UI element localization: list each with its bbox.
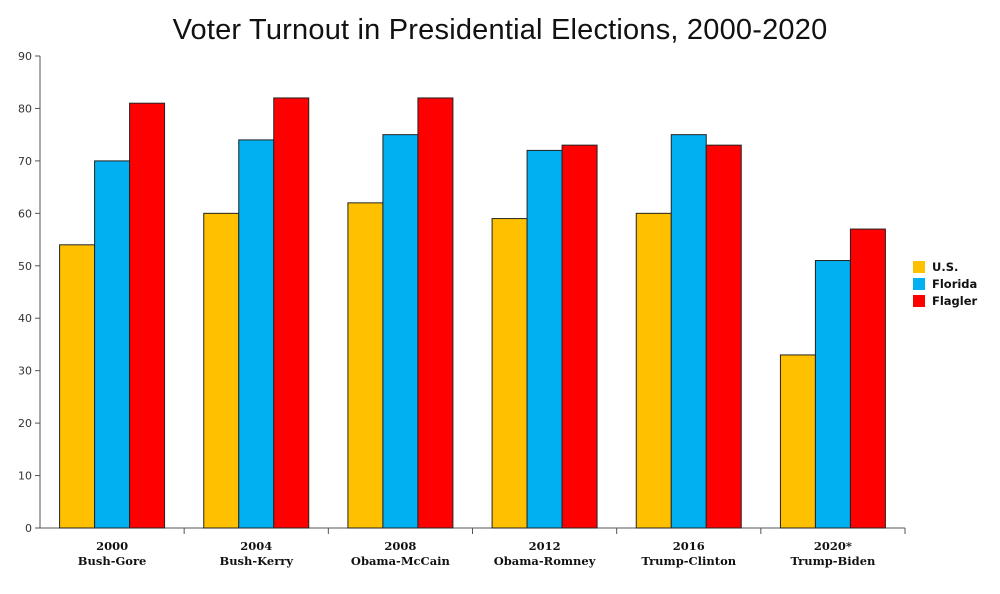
x-category-label: 2020* <box>814 539 852 553</box>
bars <box>59 97 886 529</box>
y-tick-label: 40 <box>18 312 32 325</box>
bar <box>635 212 672 529</box>
legend-swatch <box>913 278 925 290</box>
legend-swatch <box>913 295 925 307</box>
legend-label: U.S. <box>932 260 958 274</box>
bar <box>129 102 166 529</box>
bar <box>561 144 598 529</box>
legend-swatch <box>913 261 925 273</box>
y-tick-label: 0 <box>25 522 32 535</box>
y-tick-label: 50 <box>18 260 32 273</box>
y-tick-label: 70 <box>18 155 32 168</box>
bar <box>417 97 454 529</box>
y-tick-label: 60 <box>18 207 32 220</box>
bar <box>94 160 131 529</box>
bar <box>273 97 310 529</box>
y-tick-label: 80 <box>18 102 32 115</box>
x-category-label: Obama-Romney <box>494 554 596 568</box>
x-category-label: 2012 <box>529 539 561 553</box>
bar <box>203 212 240 529</box>
legend-label: Florida <box>932 277 977 291</box>
x-category-label: 2008 <box>384 539 416 553</box>
y-tick-label: 20 <box>18 417 32 430</box>
chart-title: Voter Turnout in Presidential Elections,… <box>172 14 828 46</box>
x-category-label: Bush-Gore <box>78 554 147 568</box>
bar <box>814 260 851 529</box>
bar <box>59 244 96 529</box>
axes <box>35 55 906 534</box>
x-category-label: Bush-Kerry <box>219 554 293 568</box>
y-tick-label: 30 <box>18 365 32 378</box>
bar <box>526 149 563 529</box>
x-category-label: 2016 <box>673 539 705 553</box>
bar <box>849 228 886 529</box>
legend: U.S. Florida Flagler <box>913 260 978 308</box>
x-category-label: Trump-Clinton <box>641 554 736 568</box>
x-category-label: Obama-McCain <box>351 554 451 568</box>
bar <box>491 218 528 529</box>
bar <box>238 139 275 529</box>
bar <box>779 354 816 529</box>
y-tick-label: 10 <box>18 470 32 483</box>
bar <box>670 134 707 529</box>
bar <box>705 144 742 529</box>
x-category-label: Trump-Biden <box>790 554 876 568</box>
bar <box>382 134 419 529</box>
x-category-label: 2000 <box>96 539 128 553</box>
y-tick-label: 90 <box>18 50 32 63</box>
legend-label: Flagler <box>932 294 978 308</box>
x-category-label: 2004 <box>240 539 272 553</box>
bar <box>347 202 384 529</box>
